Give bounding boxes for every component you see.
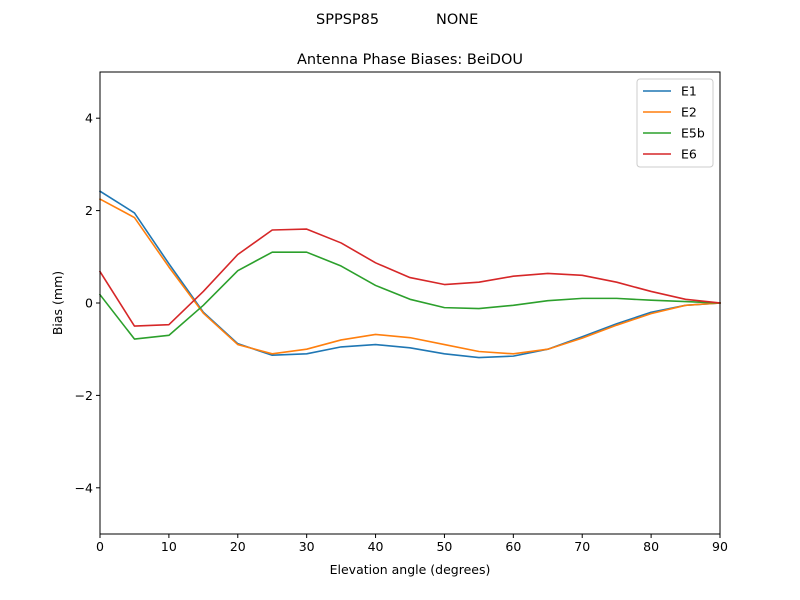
legend: E1 E2 E5b E6 — [636, 78, 714, 168]
y-tick-label: 0 — [85, 296, 93, 311]
series-line-e5b — [98, 251, 721, 340]
x-tick-label: 0 — [96, 539, 104, 554]
chart-title: Antenna Phase Biases: BeiDOU — [297, 52, 523, 68]
legend-label-e6: E6 — [681, 147, 697, 162]
legend-frame — [636, 78, 714, 168]
suptitle-left: SPPSP85 — [316, 12, 379, 28]
series-line-e2 — [98, 197, 721, 355]
x-tick-label: 90 — [712, 539, 728, 554]
y-tick-label: 4 — [85, 111, 93, 126]
x-tick-label: 60 — [505, 539, 521, 554]
y-tick-label: 2 — [85, 203, 93, 218]
x-tick-label: 40 — [368, 539, 384, 554]
x-tick-label: 70 — [574, 539, 590, 554]
x-axis: 0 10 20 30 40 50 60 70 80 90 — [96, 534, 728, 554]
plot-area — [98, 71, 721, 535]
x-tick-label: 20 — [230, 539, 246, 554]
y-axis-label: Bias (mm) — [50, 271, 65, 335]
x-tick-label: 30 — [299, 539, 315, 554]
x-tick-label: 10 — [161, 539, 177, 554]
legend-label-e1: E1 — [681, 84, 697, 99]
series-line-e1 — [98, 190, 721, 359]
x-axis-label: Elevation angle (degrees) — [330, 562, 491, 577]
series-line-e6 — [98, 228, 721, 327]
legend-label-e5b: E5b — [681, 126, 705, 141]
legend-label-e2: E2 — [681, 105, 697, 120]
suptitle-right: NONE — [436, 12, 478, 28]
y-tick-label: −2 — [75, 388, 93, 403]
axes-frame — [99, 71, 721, 535]
series-layer — [98, 190, 721, 359]
x-tick-label: 50 — [436, 539, 452, 554]
y-axis: −4 −2 0 2 4 — [75, 111, 100, 495]
x-tick-label: 80 — [643, 539, 659, 554]
y-tick-label: −4 — [75, 480, 93, 495]
